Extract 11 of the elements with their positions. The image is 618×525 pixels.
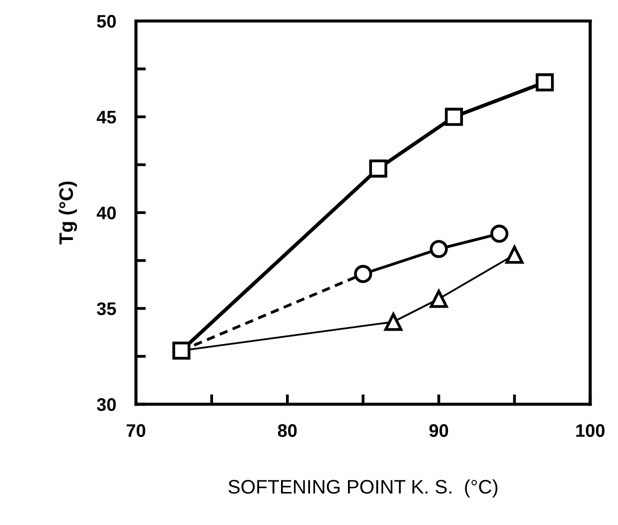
y-tick-label: 50: [96, 14, 116, 28]
y-axis-title: Tg (°C): [58, 182, 77, 244]
x-tick-label: 90: [429, 424, 448, 437]
y-tick-label: 40: [96, 206, 116, 220]
y-tick-label: 30: [96, 398, 116, 411]
x-axis-title: SOFTENING POINT K. S. (°C): [228, 479, 498, 498]
x-tick-label: 70: [126, 424, 146, 437]
x-tick-label: 100: [576, 424, 605, 437]
y-tick-label: 45: [96, 110, 116, 124]
x-tick-label: 80: [278, 424, 297, 437]
y-tick-label: 35: [96, 302, 116, 316]
